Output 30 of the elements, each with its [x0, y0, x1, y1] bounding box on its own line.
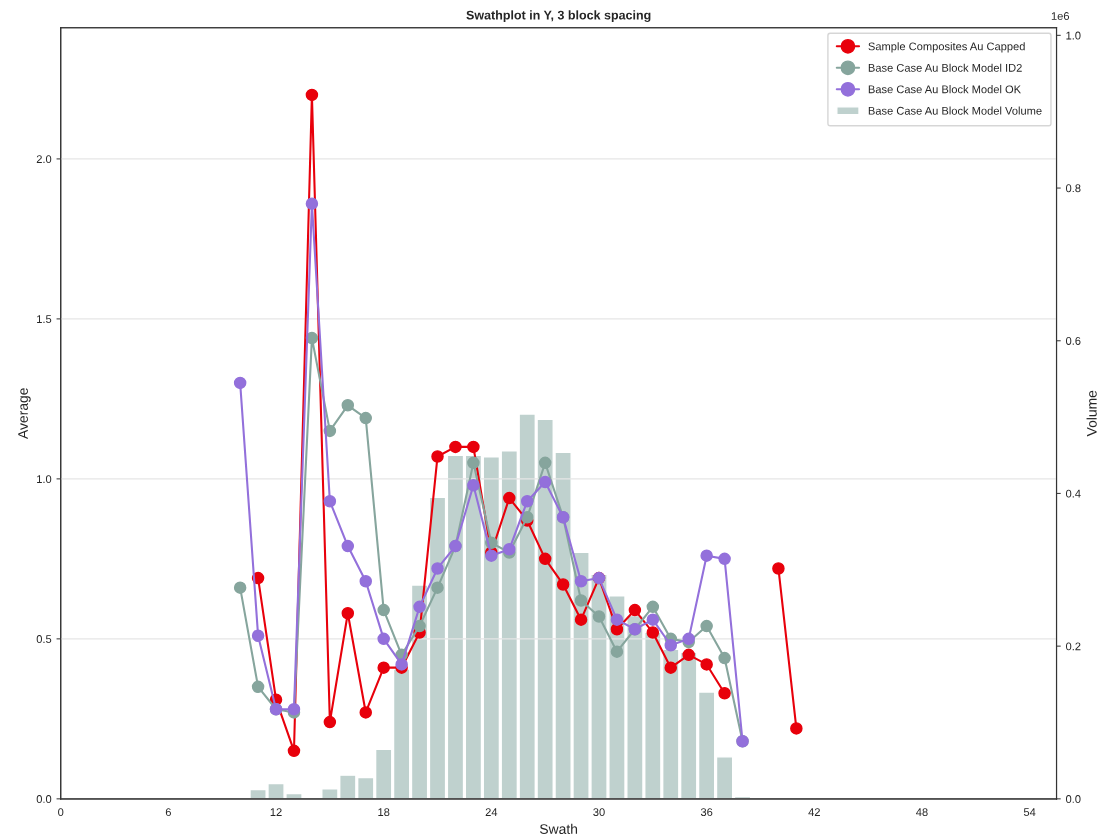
y-tick-label: 1.5 [37, 315, 52, 324]
legend-label: Sample Composites Au Capped [868, 42, 1025, 53]
x-tick-label: 6 [165, 808, 171, 817]
x-tick-label: 12 [270, 808, 282, 816]
x-tick-label: 30 [593, 808, 605, 817]
x-tick-label: 36 [700, 808, 713, 817]
y2-tick-label: 0.0 [1065, 795, 1081, 803]
y-tick-label: 0.0 [36, 795, 52, 803]
text: 1e6 [1051, 12, 1070, 20]
x-tick-label: 24 [485, 808, 498, 816]
y-axis-title: Average [18, 388, 31, 439]
y2-tick-label: 0.2 [1065, 642, 1081, 651]
x-axis-title: Swath [539, 823, 578, 834]
y2-tick-label: 0.6 [1065, 337, 1081, 345]
y-tick-label: 1.0 [37, 475, 52, 484]
x-tick-label: 48 [916, 808, 928, 817]
y-tick-label: 2.0 [36, 155, 52, 164]
x-tick-label: 54 [1023, 808, 1036, 817]
x-tick-label: 18 [378, 808, 390, 817]
y-tick-label: 0.5 [36, 635, 52, 643]
y2-axis-title: Volume [1086, 390, 1097, 437]
x-tick-label: 0 [58, 808, 64, 817]
y2-tick-label: 0.4 [1065, 489, 1081, 498]
legend-label: Base Case Au Block Model OK [868, 85, 1021, 94]
x-tick-label: 42 [808, 808, 820, 816]
legend-label: Base Case Au Block Model Volume [868, 106, 1042, 115]
y2-tick-label: 0.8 [1065, 184, 1081, 193]
y2-tick-label: 1.0 [1066, 31, 1081, 40]
chart-title: Swathplot in Y, 3 block spacing [466, 10, 651, 23]
legend-label: Base Case Au Block Model ID2 [868, 63, 1022, 72]
